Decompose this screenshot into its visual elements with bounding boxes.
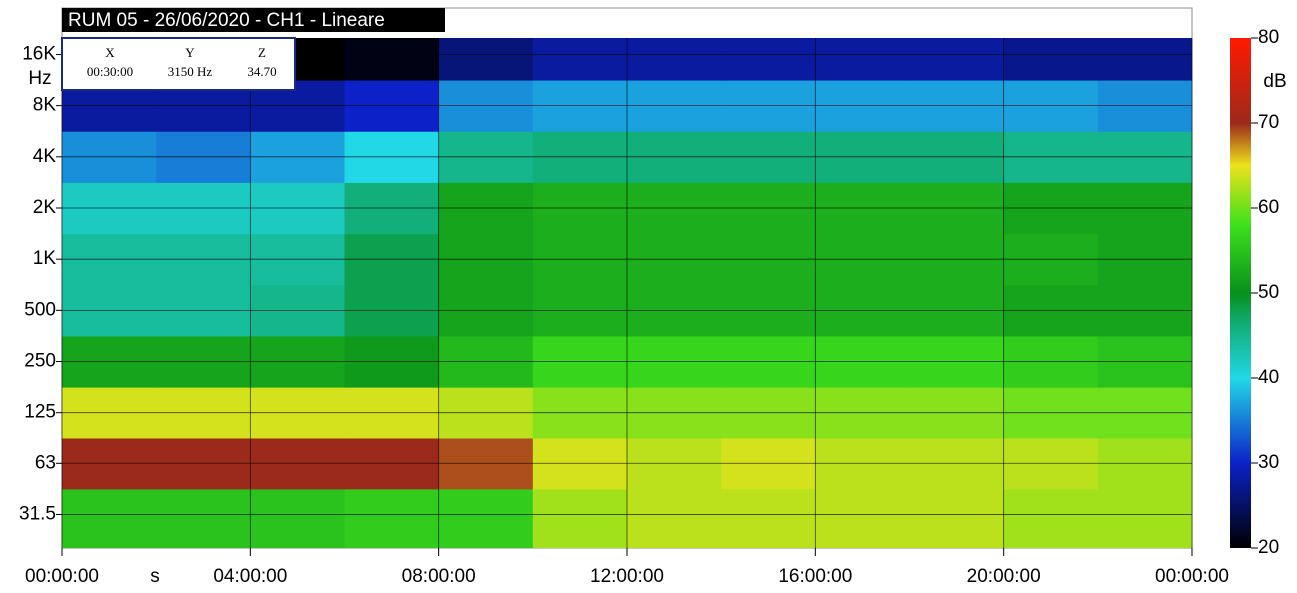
- colorbar-tick-label: 40: [1258, 367, 1279, 388]
- y-tick-label: 63: [35, 452, 56, 473]
- cursor-z-label: Z: [258, 45, 266, 60]
- cursor-z-value: 34.70: [247, 64, 276, 79]
- chart-title: RUM 05 - 26/06/2020 - CH1 - Lineare: [68, 10, 385, 31]
- heat-cell: [250, 488, 345, 548]
- y-tick-label: 1K: [33, 248, 57, 269]
- y-tick-label: 125: [24, 402, 56, 423]
- cursor-y-value: 3150 Hz: [168, 64, 213, 79]
- x-tick-label: 00:00:00: [1155, 566, 1229, 587]
- heat-cell: [815, 488, 910, 548]
- x-tick-label: 20:00:00: [967, 566, 1041, 587]
- heat-cell: [532, 488, 628, 548]
- colorbar-tick-label: 30: [1258, 452, 1279, 473]
- heat-cell: [627, 488, 722, 548]
- heat-cell: [62, 488, 157, 548]
- y-tick-label: 4K: [33, 146, 57, 167]
- heat-cell: [438, 38, 534, 81]
- x-tick-label: 16:00:00: [778, 566, 852, 587]
- x-tick-label: 04:00:00: [213, 566, 287, 587]
- y-tick-label: 500: [24, 299, 56, 320]
- heat-cell: [909, 488, 1005, 548]
- y-tick-label: 31.5: [19, 503, 56, 524]
- heat-cell: [156, 488, 251, 548]
- heat-cell: [344, 38, 440, 81]
- heat-cell: [1003, 38, 1099, 81]
- heat-cell: [532, 38, 628, 81]
- x-axis-unit: s: [150, 566, 160, 587]
- title-bg: [62, 8, 445, 32]
- x-tick-label: 12:00:00: [590, 566, 664, 587]
- cursor-y-label: Y: [185, 45, 195, 60]
- y-tick-label: 250: [24, 351, 56, 372]
- heat-cell: [344, 488, 440, 548]
- heat-cell: [721, 488, 816, 548]
- colorbar-unit: dB: [1263, 71, 1286, 92]
- heat-cell: [1097, 488, 1192, 548]
- colorbar-tick-label: 80: [1258, 27, 1279, 48]
- grid: [56, 38, 1193, 556]
- y-tick-label: 16K: [22, 43, 56, 64]
- colorbar-tick-label: 50: [1258, 282, 1279, 303]
- heat-cell: [1097, 38, 1192, 81]
- y-tick-label: 2K: [33, 197, 57, 218]
- x-tick-label: 00:00:00: [25, 566, 99, 587]
- y-axis-unit: Hz: [28, 68, 51, 89]
- cursor-x-value: 00:30:00: [87, 64, 133, 79]
- heat-cell: [627, 38, 722, 81]
- colorbar: [1230, 38, 1251, 548]
- cursor-x-label: X: [105, 45, 115, 60]
- heat-cell: [721, 38, 816, 81]
- y-tick-label: 8K: [33, 95, 57, 116]
- colorbar-tick-label: 70: [1258, 112, 1279, 133]
- cursor-box: [61, 37, 296, 91]
- x-tick-label: 08:00:00: [402, 566, 476, 587]
- heat-cell: [909, 38, 1005, 81]
- colorbar-tick-label: 60: [1258, 197, 1279, 218]
- heat-cell: [1003, 488, 1099, 548]
- heat-cell: [438, 488, 534, 548]
- colorbar-tick-label: 20: [1258, 537, 1279, 558]
- heat-cell: [815, 38, 910, 81]
